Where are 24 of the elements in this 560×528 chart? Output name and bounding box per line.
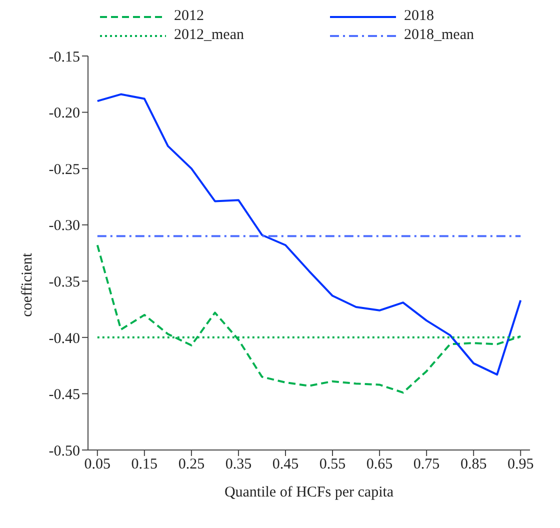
y-tick-label: -0.45: [48, 387, 80, 404]
x-tick-label: 0.45: [272, 456, 299, 473]
x-tick-label: 0.65: [366, 456, 393, 473]
x-tick-label: 0.15: [131, 456, 158, 473]
legend-label: 2012_mean: [174, 27, 244, 44]
x-tick-label: 0.55: [319, 456, 346, 473]
x-tick-label: 0.35: [225, 456, 252, 473]
x-tick-label: 0.75: [413, 456, 440, 473]
y-tick-label: -0.50: [48, 443, 80, 460]
legend-label: 2018_mean: [404, 27, 474, 44]
y-axis-title: coefficient: [19, 252, 36, 317]
x-axis-title: Quantile of HCFs per capita: [224, 484, 394, 501]
x-tick-label: 0.85: [460, 456, 487, 473]
x-tick-label: 0.95: [507, 456, 534, 473]
legend-label: 2018: [404, 8, 434, 25]
y-tick-label: -0.15: [48, 49, 80, 66]
y-tick-label: -0.35: [48, 274, 80, 290]
y-tick-label: -0.40: [48, 330, 80, 347]
legend-label: 2012: [174, 8, 204, 25]
y-tick-label: -0.25: [48, 162, 80, 178]
y-tick-label: -0.30: [48, 218, 80, 234]
x-tick-label: 0.25: [178, 456, 205, 473]
x-tick-label: 0.05: [84, 456, 111, 473]
y-tick-label: -0.20: [48, 106, 80, 122]
